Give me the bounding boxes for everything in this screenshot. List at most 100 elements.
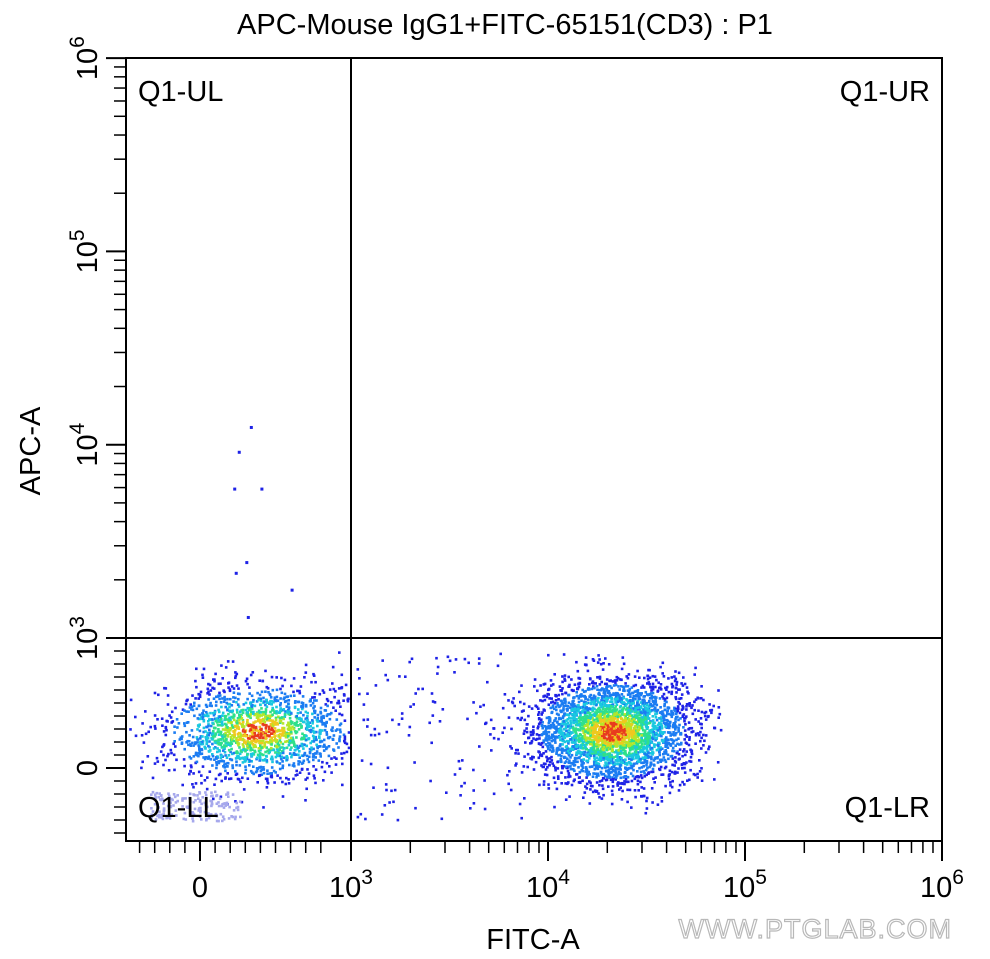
- event-dot: [564, 776, 567, 779]
- event-dot: [592, 740, 596, 744]
- event-dot: [345, 750, 349, 754]
- event-dot: [647, 751, 650, 754]
- event-dot: [569, 719, 572, 723]
- event-dot: [567, 740, 571, 743]
- event-dot: [285, 705, 289, 708]
- event-dot: [574, 736, 578, 740]
- event-dot: [319, 732, 322, 735]
- event-dot: [477, 662, 481, 665]
- event-dot: [264, 690, 267, 693]
- event-dot: [702, 733, 705, 737]
- event-dot: [255, 767, 259, 770]
- event-dot: [645, 748, 648, 751]
- event-dot: [224, 726, 228, 729]
- event-dot: [185, 699, 188, 703]
- event-dot: [674, 670, 677, 673]
- event-dot: [592, 738, 596, 742]
- event-dot: [219, 732, 222, 736]
- event-dot: [561, 701, 564, 704]
- event-dot: [484, 721, 488, 725]
- event-dot: [277, 735, 280, 738]
- event-dot: [304, 778, 307, 781]
- event-dot: [204, 703, 208, 707]
- event-dot: [248, 692, 251, 695]
- event-dot: [275, 676, 278, 679]
- event-dot: [569, 722, 573, 725]
- event-dot: [287, 778, 290, 781]
- event-dot: [229, 697, 232, 701]
- event-dot: [556, 735, 559, 739]
- event-dot: [217, 819, 220, 823]
- event-dot: [235, 684, 239, 687]
- event-dot: [689, 768, 692, 772]
- event-dot: [621, 656, 625, 659]
- event-dot: [226, 765, 229, 768]
- event-dot: [271, 713, 274, 717]
- event-dot: [267, 727, 271, 731]
- event-dot: [225, 701, 229, 705]
- event-dot: [628, 687, 632, 691]
- event-dot: [631, 737, 634, 741]
- event-dot: [221, 815, 225, 818]
- event-dot: [605, 711, 609, 715]
- event-dot: [643, 775, 647, 778]
- event-dot: [244, 757, 247, 761]
- event-dot: [596, 700, 600, 703]
- event-dot: [223, 690, 226, 694]
- event-dot: [343, 735, 347, 738]
- event-dot: [632, 742, 636, 745]
- event-dot: [509, 745, 512, 748]
- event-dot: [385, 730, 389, 734]
- event-dot: [560, 755, 563, 758]
- event-dot: [667, 725, 670, 728]
- event-dot: [315, 730, 318, 734]
- event-dot: [573, 712, 576, 715]
- event-dot: [551, 721, 555, 725]
- event-dot: [305, 744, 308, 748]
- event-dot: [620, 697, 623, 700]
- event-dot: [622, 725, 626, 728]
- event-dot: [207, 816, 211, 820]
- event-dot: [245, 734, 248, 738]
- event-dot: [658, 729, 662, 733]
- event-dot: [160, 717, 164, 720]
- event-dot: [589, 742, 593, 746]
- event-dot: [670, 711, 673, 714]
- event-dot: [606, 748, 610, 751]
- event-dot: [258, 679, 261, 682]
- event-dot: [636, 700, 640, 703]
- event-dot: [315, 699, 318, 702]
- event-dot: [518, 690, 521, 694]
- event-dot: [286, 723, 289, 727]
- event-dot: [627, 735, 631, 739]
- event-dot: [166, 754, 169, 758]
- event-dot: [574, 747, 578, 751]
- event-dot: [510, 747, 513, 750]
- event-dot: [276, 774, 279, 777]
- event-dot: [260, 727, 263, 731]
- event-dot: [675, 680, 679, 684]
- event-dot: [400, 712, 404, 715]
- event-dot: [636, 712, 639, 715]
- event-dot: [231, 752, 234, 756]
- event-dot: [532, 729, 535, 732]
- event-dot: [314, 756, 317, 759]
- event-dot: [607, 736, 610, 740]
- event-dot: [582, 700, 586, 704]
- event-dot: [530, 739, 534, 743]
- event-dot: [289, 727, 293, 730]
- event-dot: [547, 734, 551, 738]
- event-dot: [204, 714, 208, 718]
- event-dot: [629, 772, 633, 775]
- event-dot: [472, 802, 476, 805]
- event-dot: [604, 690, 607, 693]
- event-dot: [192, 793, 195, 796]
- event-dot: [607, 726, 610, 729]
- event-dot: [560, 699, 563, 703]
- event-dot: [625, 727, 629, 730]
- event-dot: [610, 729, 613, 732]
- event-dot: [632, 768, 635, 772]
- event-dot: [637, 733, 640, 737]
- event-dot: [246, 746, 250, 750]
- event-dot: [648, 721, 652, 724]
